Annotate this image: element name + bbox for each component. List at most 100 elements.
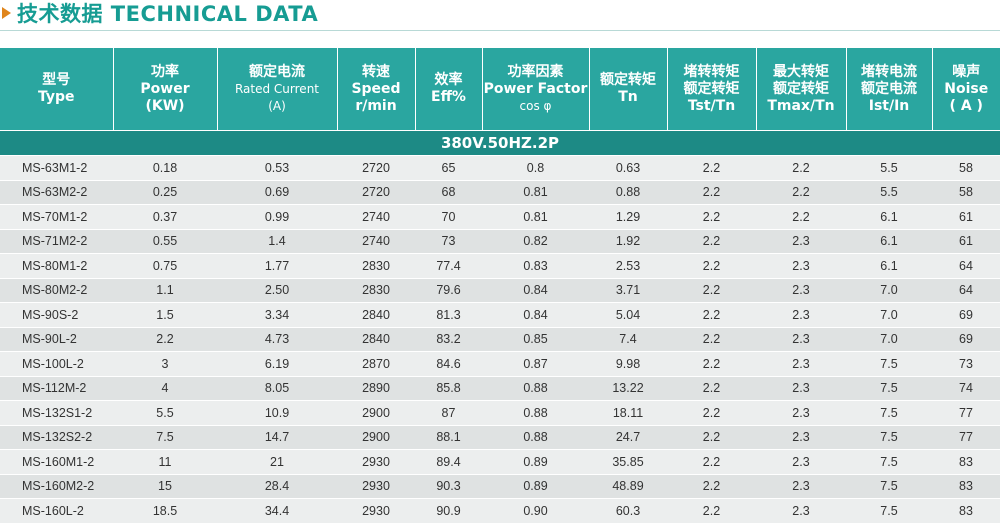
table-cell: 81.3 bbox=[415, 303, 482, 328]
table-cell: 0.75 bbox=[113, 254, 217, 279]
col-header-tst-zh: 堵转转矩 bbox=[668, 64, 756, 81]
col-header-tmax-en: Tmax/Tn bbox=[757, 98, 846, 115]
col-header-ist-en: Ist/In bbox=[847, 98, 932, 115]
table-cell: 0.84 bbox=[482, 278, 589, 303]
table-cell: 7.0 bbox=[846, 327, 932, 352]
table-cell: 0.83 bbox=[482, 254, 589, 279]
table-cell: 64 bbox=[932, 278, 1000, 303]
table-cell: 7.5 bbox=[113, 425, 217, 450]
col-header-power-en: Power bbox=[114, 81, 217, 98]
cell-model: MS-160M2-2 bbox=[0, 474, 113, 499]
table-cell: 3 bbox=[113, 352, 217, 377]
table-cell: 2.3 bbox=[756, 229, 846, 254]
col-header-rated-torque: 额定转矩 Tn bbox=[589, 48, 667, 131]
col-header-efficiency: 效率 Eff% bbox=[415, 48, 482, 131]
table-cell: 2.2 bbox=[667, 474, 756, 499]
cell-model: MS-160M1-2 bbox=[0, 450, 113, 475]
col-header-current-en: Rated Current bbox=[218, 81, 337, 98]
cell-model: MS-90S-2 bbox=[0, 303, 113, 328]
table-cell: 0.89 bbox=[482, 450, 589, 475]
table-cell: 2.3 bbox=[756, 450, 846, 475]
table-cell: 83 bbox=[932, 450, 1000, 475]
col-header-eff-zh: 效率 bbox=[416, 72, 482, 89]
table-cell: 2900 bbox=[337, 401, 415, 426]
table-cell: 84.6 bbox=[415, 352, 482, 377]
table-cell: 73 bbox=[932, 352, 1000, 377]
table-cell: 0.63 bbox=[589, 156, 667, 181]
table-cell: 2.2 bbox=[667, 327, 756, 352]
table-cell: 2.2 bbox=[667, 303, 756, 328]
col-header-tst-tn: 堵转转矩 额定转矩 Tst/Tn bbox=[667, 48, 756, 131]
table-cell: 61 bbox=[932, 205, 1000, 230]
cell-model: MS-132S2-2 bbox=[0, 425, 113, 450]
table-cell: 2.3 bbox=[756, 474, 846, 499]
table-cell: 2.2 bbox=[667, 278, 756, 303]
table-cell: 2.2 bbox=[756, 180, 846, 205]
table-cell: 58 bbox=[932, 156, 1000, 181]
table-cell: 2.2 bbox=[667, 425, 756, 450]
table-cell: 0.37 bbox=[113, 205, 217, 230]
col-header-tmax-zh2: 额定转矩 bbox=[757, 81, 846, 98]
col-header-current-unit: (A) bbox=[218, 98, 337, 115]
table-cell: 58 bbox=[932, 180, 1000, 205]
table-cell: 2720 bbox=[337, 156, 415, 181]
table-cell: 74 bbox=[932, 376, 1000, 401]
arrow-icon bbox=[2, 7, 11, 19]
col-header-ist-zh: 堵转电流 bbox=[847, 64, 932, 81]
table-cell: 7.5 bbox=[846, 474, 932, 499]
table-cell: 70 bbox=[415, 205, 482, 230]
table-cell: 0.55 bbox=[113, 229, 217, 254]
table-cell: 2890 bbox=[337, 376, 415, 401]
table-cell: 2740 bbox=[337, 205, 415, 230]
table-header-row: 型号 Type 功率 Power (KW) 额定电流 Rated Current… bbox=[0, 48, 1000, 131]
table-cell: 2.2 bbox=[667, 229, 756, 254]
col-header-tst-zh2: 额定转矩 bbox=[668, 81, 756, 98]
table-cell: 7.0 bbox=[846, 278, 932, 303]
table-cell: 5.5 bbox=[846, 180, 932, 205]
col-header-tmax-tn: 最大转矩 额定转矩 Tmax/Tn bbox=[756, 48, 846, 131]
table-cell: 2.2 bbox=[667, 376, 756, 401]
table-cell: 6.19 bbox=[217, 352, 337, 377]
table-cell: 5.5 bbox=[113, 401, 217, 426]
col-header-tmax-zh: 最大转矩 bbox=[757, 64, 846, 81]
col-header-torque-en: Tn bbox=[590, 89, 667, 106]
table-cell: 3.34 bbox=[217, 303, 337, 328]
table-cell: 69 bbox=[932, 327, 1000, 352]
page-title: 技术数据 TECHNICAL DATA bbox=[17, 0, 318, 28]
table-cell: 2870 bbox=[337, 352, 415, 377]
table-cell: 28.4 bbox=[217, 474, 337, 499]
table-cell: 89.4 bbox=[415, 450, 482, 475]
cell-model: MS-71M2-2 bbox=[0, 229, 113, 254]
table-cell: 0.85 bbox=[482, 327, 589, 352]
table-cell: 1.77 bbox=[217, 254, 337, 279]
table-cell: 10.9 bbox=[217, 401, 337, 426]
table-cell: 21 bbox=[217, 450, 337, 475]
table-cell: 7.5 bbox=[846, 401, 932, 426]
table-cell: 73 bbox=[415, 229, 482, 254]
table-cell: 0.82 bbox=[482, 229, 589, 254]
col-header-ist-in: 堵转电流 额定电流 Ist/In bbox=[846, 48, 932, 131]
table-cell: 5.04 bbox=[589, 303, 667, 328]
table-cell: 2.3 bbox=[756, 278, 846, 303]
col-header-speed: 转速 Speed r/min bbox=[337, 48, 415, 131]
voltage-group-label: 380V.50HZ.2P bbox=[0, 131, 1000, 156]
cell-model: MS-63M2-2 bbox=[0, 180, 113, 205]
table-cell: 64 bbox=[932, 254, 1000, 279]
table-cell: 35.85 bbox=[589, 450, 667, 475]
table-cell: 2740 bbox=[337, 229, 415, 254]
col-header-noise-unit: ( A ) bbox=[933, 98, 1000, 115]
table-cell: 7.5 bbox=[846, 376, 932, 401]
col-header-rated-current: 额定电流 Rated Current (A) bbox=[217, 48, 337, 131]
table-cell: 2840 bbox=[337, 303, 415, 328]
technical-data-table: 型号 Type 功率 Power (KW) 额定电流 Rated Current… bbox=[0, 48, 1000, 524]
cell-model: MS-63M1-2 bbox=[0, 156, 113, 181]
table-cell: 0.87 bbox=[482, 352, 589, 377]
table-cell: 0.89 bbox=[482, 474, 589, 499]
